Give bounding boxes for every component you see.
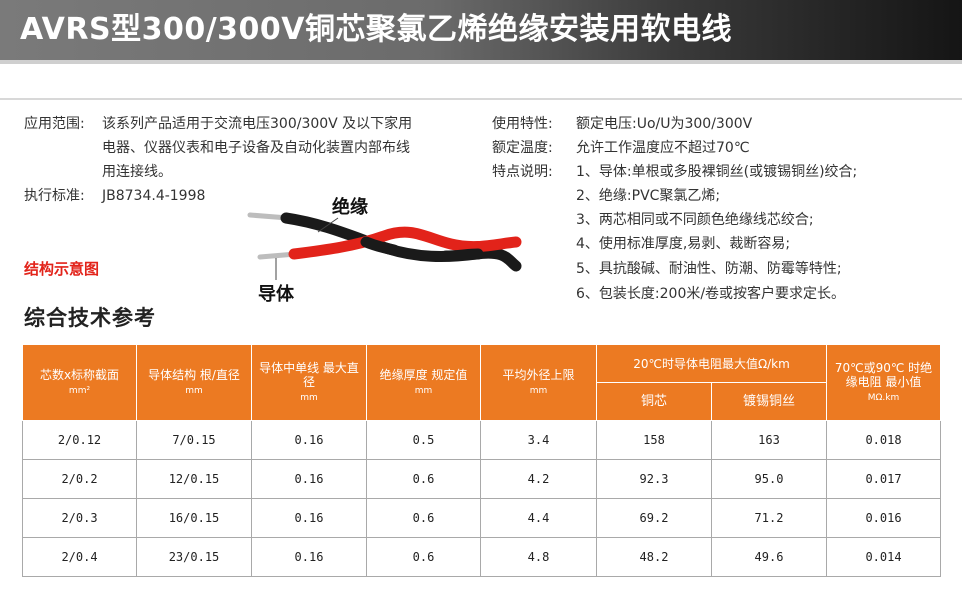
table-cell: 0.16 [251,420,367,460]
scope-line-1: 该系列产品适用于交流电压300/300V 及以下家用 [102,116,413,132]
feature-item-3: 3、两芯相同或不同颜色绝缘线芯绞合; [576,212,814,228]
table-cell: 0.016 [826,498,942,538]
table-cell: 2/0.3 [22,498,137,538]
insulation-label: 绝缘 [332,197,368,218]
header-outer-diameter: 平均外径上限 mm [480,344,597,421]
table-cell: 0.6 [366,459,481,499]
table-cell: 4.2 [480,459,597,499]
table-cell: 0.16 [251,537,367,577]
table-cell: 92.3 [596,459,712,499]
table-cell: 0.5 [366,420,481,460]
feature-item-2: 2、绝缘:PVC聚氯乙烯; [576,188,721,204]
header-insulation-thickness: 绝缘厚度 规定值 mm [366,344,481,421]
table-cell: 0.16 [251,459,367,499]
table-cell: 2/0.2 [22,459,137,499]
header-conductor-structure: 导体结构 根/直径 mm [136,344,252,421]
twisted-wire-illustration [247,212,522,280]
scope-line-3: 用连接线。 [102,164,172,180]
header-copper: 铜芯 [596,382,712,421]
table-row: 2/0.4 23/0.15 0.16 0.6 4.8 48.2 49.6 0.014 [22,537,942,577]
table-cell: 3.4 [480,420,597,460]
features-label: 特点说明: [492,164,553,180]
table-cell: 0.018 [826,420,942,460]
header-banner [0,0,962,60]
table-row: 2/0.3 16/0.15 0.16 0.6 4.4 69.2 71.2 0.016 [22,498,942,538]
conductor-label: 导体 [258,284,294,305]
table-cell: 163 [710,420,828,460]
table-cell: 16/0.15 [136,498,252,538]
scope-label: 应用范围: [24,116,85,132]
table-cell: 7/0.15 [136,420,252,460]
table-cell: 71.2 [710,498,828,538]
divider [0,98,962,100]
insulation-leader [317,217,339,233]
table-cell: 12/0.15 [136,459,252,499]
section-title: 综合技术参考 [24,306,156,330]
usage-value: 额定电压:Uo/U为300/300V [576,116,753,132]
header-strip [0,60,962,64]
table-row: 2/0.12 7/0.15 0.16 0.5 3.4 158 163 0.018 [22,420,942,460]
usage-label: 使用特性: [492,116,553,132]
table-cell: 0.6 [366,537,481,577]
header-insulation-resistance: 70℃或90℃ 时绝缘电阻 最小值 MΩ.km [826,344,942,421]
spec-table: 芯数x标称截面 mm² 导体结构 根/直径 mm 导体中单线 最大直径 mm 绝缘厚度… [22,344,942,577]
table-cell: 0.16 [251,498,367,538]
table-cell: 2/0.12 [22,420,137,460]
standard-value: JB8734.4-1998 [102,188,206,204]
table-cell: 4.4 [480,498,597,538]
table-row: 2/0.2 12/0.15 0.16 0.6 4.2 92.3 95.0 0.017 [22,459,942,499]
header-tinned-copper: 镀锡铜丝 [710,382,828,421]
table-cell: 158 [596,420,712,460]
feature-item-4: 4、使用标准厚度,易剥、裁断容易; [576,236,791,252]
page-title: AVRS型300/300V铜芯聚氯乙烯绝缘安装用软电线 [20,12,733,47]
standard-label: 执行标准: [24,188,85,204]
header-resistance: 20℃时导体电阻最大值Ω/km [595,344,828,383]
black-wire [280,212,522,272]
table-cell: 23/0.15 [136,537,252,577]
temp-label: 额定温度: [492,140,553,156]
table-cell: 0.017 [826,459,942,499]
feature-item-6: 6、包装长度:200米/卷或按客户要求定长。 [576,286,846,302]
red-wire [288,226,522,260]
table-cell: 48.2 [596,537,712,577]
temp-value: 允许工作温度应不超过70℃ [576,140,750,156]
table-cell: 49.6 [710,537,828,577]
table-cell: 95.0 [710,459,828,499]
header-cores-section: 芯数x标称截面 mm² [22,344,137,421]
table-cell: 0.014 [826,537,942,577]
table-cell: 4.8 [480,537,597,577]
header-single-wire-diameter: 导体中单线 最大直径 mm [251,344,367,421]
diagram-title: 结构示意图 [24,260,100,278]
table-cell: 2/0.4 [22,537,137,577]
scope-line-2: 电器、仪器仪表和电子设备及自动化装置内部布线 [102,140,410,156]
feature-item-5: 5、具抗酸碱、耐油性、防潮、防霉等特性; [576,261,842,277]
table-cell: 0.6 [366,498,481,538]
feature-item-1: 1、导体:单根或多股裸铜丝(或镀锡铜丝)绞合; [576,164,858,180]
table-cell: 69.2 [596,498,712,538]
